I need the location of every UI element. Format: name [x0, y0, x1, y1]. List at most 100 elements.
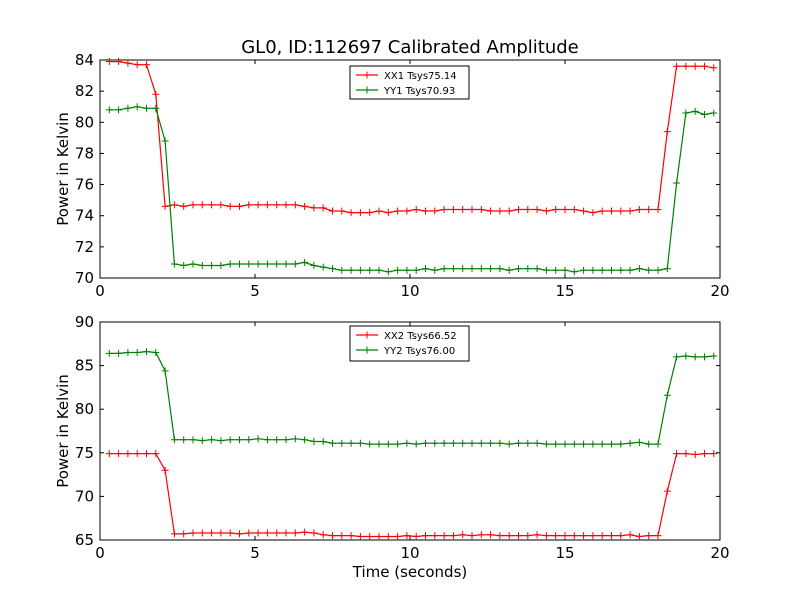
data-point — [710, 352, 718, 360]
data-point — [589, 209, 597, 217]
data-point — [254, 529, 262, 537]
data-point — [524, 439, 532, 447]
data-point — [236, 202, 243, 210]
data-point — [319, 263, 327, 271]
data-point — [505, 440, 513, 448]
data-point — [133, 450, 141, 458]
data-point — [468, 439, 476, 447]
data-point — [468, 265, 476, 273]
data-point — [319, 204, 327, 212]
data-point — [552, 440, 560, 448]
data-point — [449, 439, 457, 447]
data-point — [347, 266, 355, 274]
data-point — [673, 62, 681, 70]
data-point — [496, 532, 504, 540]
data-point — [626, 439, 634, 447]
xlabel-bottom: Time (seconds) — [352, 563, 468, 581]
data-point — [273, 436, 281, 444]
legend-box-top — [349, 65, 470, 100]
data-point — [412, 266, 420, 274]
legend-marker — [363, 71, 371, 79]
data-point — [329, 532, 336, 540]
data-point — [561, 266, 569, 274]
x-tick-label: 5 — [250, 282, 260, 300]
y-tick-label: 80 — [75, 400, 94, 418]
data-point — [412, 533, 420, 541]
data-point — [301, 258, 309, 266]
data-point — [329, 439, 336, 447]
data-point — [198, 437, 206, 445]
data-point — [152, 349, 160, 357]
data-point — [617, 440, 625, 448]
data-point — [115, 106, 123, 114]
data-point — [645, 440, 653, 448]
data-point — [496, 439, 504, 447]
data-point — [598, 532, 606, 540]
data-point — [347, 532, 355, 540]
data-point — [273, 260, 281, 268]
y-tick-label: 70 — [75, 487, 94, 505]
data-point — [701, 353, 708, 361]
data-point — [245, 529, 253, 537]
data-point — [394, 533, 402, 541]
data-point — [170, 201, 178, 209]
legend-marker — [363, 331, 371, 339]
data-point — [124, 349, 132, 357]
data-point — [319, 531, 327, 539]
data-point — [115, 58, 123, 66]
data-point — [589, 266, 597, 274]
data-point — [691, 107, 699, 115]
data-point — [645, 532, 653, 540]
data-point — [366, 266, 374, 274]
x-tick-label: 20 — [710, 282, 729, 300]
data-point — [422, 439, 429, 447]
data-point — [691, 353, 699, 361]
data-point — [273, 529, 281, 537]
data-point — [347, 439, 355, 447]
data-point — [552, 532, 560, 540]
x-tick-label: 0 — [95, 544, 105, 562]
data-point — [580, 440, 588, 448]
data-point — [552, 205, 560, 213]
y-tick-label: 75 — [75, 444, 94, 462]
data-point — [440, 205, 448, 213]
data-point — [682, 352, 690, 360]
data-point — [635, 533, 643, 541]
data-point — [701, 62, 708, 70]
legend-marker — [363, 86, 371, 94]
data-point — [254, 435, 262, 443]
data-point — [608, 266, 615, 274]
data-point — [422, 532, 429, 540]
data-point — [524, 265, 532, 273]
data-point — [356, 533, 364, 541]
data-point — [189, 529, 197, 537]
series-xx2 — [105, 450, 718, 541]
data-point — [477, 531, 485, 539]
data-point — [161, 367, 169, 375]
data-point — [180, 436, 188, 444]
y-tick-label: 80 — [75, 113, 94, 131]
data-point — [608, 440, 615, 448]
data-point — [570, 268, 578, 276]
y-tick-label: 65 — [75, 531, 94, 549]
data-point — [375, 207, 383, 215]
data-point — [422, 265, 429, 273]
data-point — [217, 437, 225, 445]
data-point — [542, 440, 550, 448]
data-point — [617, 532, 625, 540]
data-point — [394, 266, 402, 274]
data-point — [366, 533, 374, 541]
series-bottom — [105, 348, 718, 541]
data-point — [329, 265, 336, 273]
data-point — [505, 266, 513, 274]
data-point — [133, 61, 141, 69]
data-point — [161, 137, 169, 145]
data-point — [282, 529, 290, 537]
data-point — [533, 205, 541, 213]
data-point — [356, 266, 364, 274]
legend-top: XX1 Tsys75.14 YY1 Tsys70.93 — [349, 65, 470, 100]
data-point — [115, 349, 123, 357]
data-point — [561, 205, 569, 213]
